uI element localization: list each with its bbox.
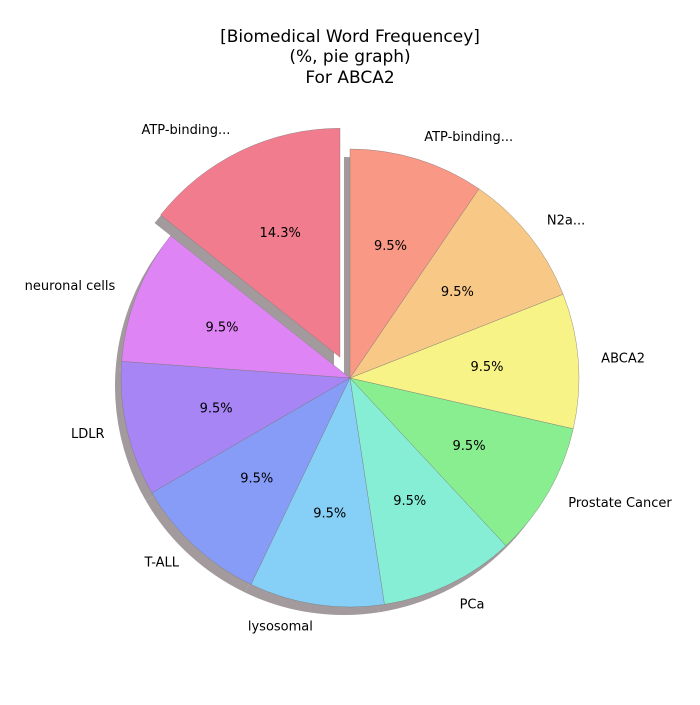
pie-label-6-prostate-cancer: Prostate Cancer xyxy=(568,496,672,511)
pie-percent-label-6: 9.5% xyxy=(453,439,486,454)
pie-percent-label-0: 14.3% xyxy=(260,226,301,241)
pie-slice-7-abca2 xyxy=(349,293,580,429)
pie-slice-3-t-all xyxy=(151,377,351,585)
chart-title-line-1: [Biomedical Word Frequencey] xyxy=(220,27,480,47)
pie-label-8-n2a: N2a... xyxy=(547,213,585,228)
pie-percent-label-1: 9.5% xyxy=(205,321,238,336)
pie-slice-9-atp-binding xyxy=(349,148,480,379)
chart-title: [Biomedical Word Frequencey] (%, pie gra… xyxy=(220,27,480,88)
pie-slice-4-lysosomal xyxy=(250,377,385,608)
pie-percent-label-4: 9.5% xyxy=(313,506,346,521)
pie-percent-label-5: 9.5% xyxy=(393,494,426,509)
pie-slice-1-neuronal-cells xyxy=(121,235,351,379)
pie-percent-label-8: 9.5% xyxy=(441,285,474,300)
pie-label-7-abca2: ABCA2 xyxy=(601,351,645,366)
pie-percent-label-7: 9.5% xyxy=(470,360,503,375)
pie-slice-6-prostate-cancer xyxy=(349,377,574,546)
pie-slice-2-ldlr xyxy=(120,361,351,494)
pie-slice-5-pca xyxy=(349,377,507,605)
pie-label-layer: ATP-binding... 14.3% neuronal cells 9.5% LDL… xyxy=(25,123,673,635)
pie-slice-8-n2a xyxy=(349,188,564,379)
pie-label-2-ldlr: LDLR xyxy=(71,427,105,442)
pie-label-0-atp-binding: ATP-binding... xyxy=(141,123,230,138)
pie-label-4-lysosomal: lysosomal xyxy=(248,620,313,635)
pie-label-9-atp-binding: ATP-binding... xyxy=(424,130,513,145)
pie-label-5-pca: PCa xyxy=(460,597,485,612)
pie-label-1-neuronal-cells: neuronal cells xyxy=(25,279,116,294)
pie-slice-0-atp-binding xyxy=(160,128,341,358)
pie-label-3-t-all: T-ALL xyxy=(143,555,179,570)
pie-wedge-layer xyxy=(120,128,580,608)
pie-percent-label-2: 9.5% xyxy=(200,401,233,416)
chart-title-line-3: For ABCA2 xyxy=(305,68,394,88)
pie-percent-label-3: 9.5% xyxy=(240,471,273,486)
chart-title-line-2: (%, pie graph) xyxy=(289,47,410,67)
pie-percent-label-9: 9.5% xyxy=(374,239,407,254)
